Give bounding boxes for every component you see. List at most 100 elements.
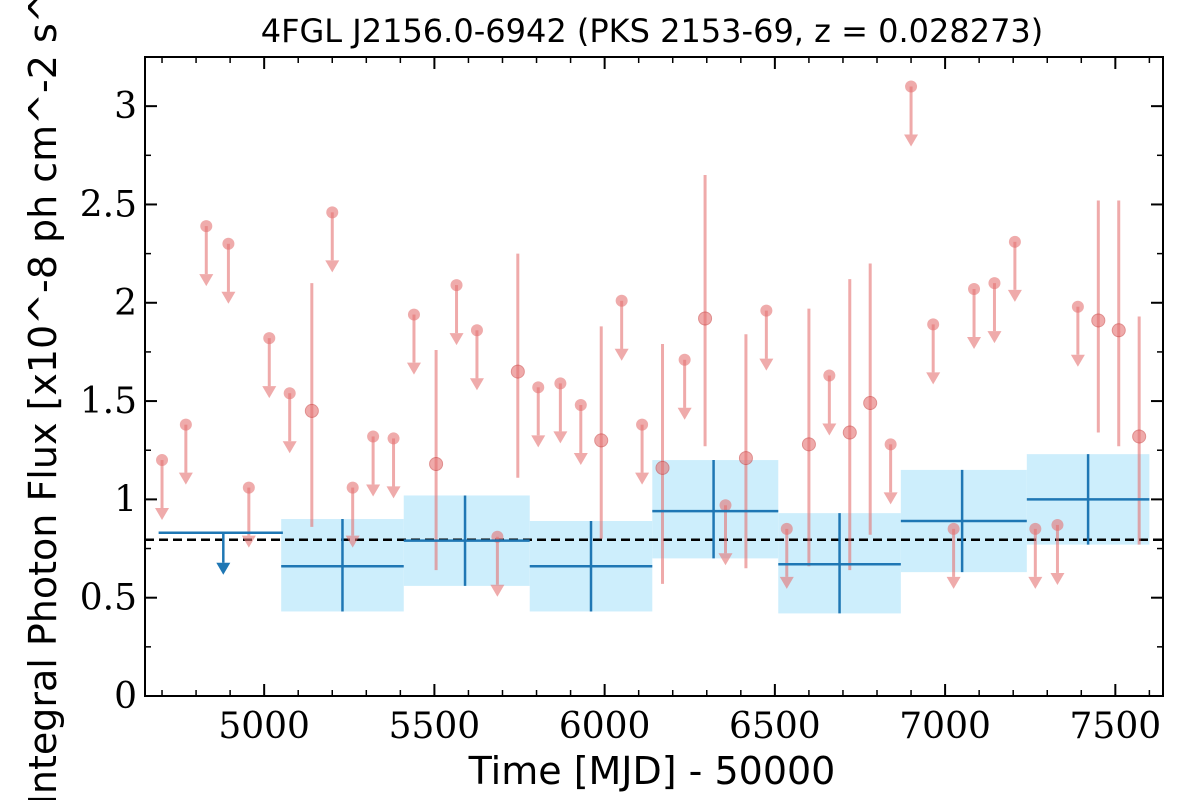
upper-limit-arrow-head [987, 331, 1002, 344]
short-bin-upper-limit-point [905, 80, 918, 93]
short-bin-upper-limit-point [283, 387, 296, 400]
short-bin-upper-limit-point [554, 377, 567, 390]
upper-limit-arrow-head [221, 291, 236, 304]
upper-limit-arrow-head [883, 492, 898, 505]
y-tick-label: 0 [114, 676, 137, 717]
short-bin-upper-limit-point [367, 430, 380, 443]
short-bin-upper-limit-point [968, 283, 981, 296]
upper-limit-arrow-head [779, 576, 794, 589]
upper-limit-arrow-head [155, 508, 170, 521]
upper-limit-arrow-head [677, 407, 692, 420]
short-bin-upper-limit-point [780, 522, 793, 535]
upper-limit-arrow-head [759, 358, 774, 371]
upper-limit-arrow-head [967, 337, 982, 350]
short-bin-upper-limit-point [947, 522, 960, 535]
x-tick-label: 5000 [218, 706, 310, 747]
x-tick-label: 6000 [559, 706, 651, 747]
upper-limit-arrow-head [1050, 572, 1065, 585]
short-bin-upper-limit-point [200, 220, 213, 233]
long-bin-band [652, 460, 779, 559]
y-axis-label: Integral Photon Flux [x10^-8 ph cm^-2 s^… [21, 0, 65, 800]
upper-limit-arrow-head [822, 423, 837, 436]
short-bin-point [655, 460, 670, 475]
short-bin-upper-limit-point [407, 308, 420, 321]
short-bin-point [738, 451, 753, 466]
short-bin-upper-limit-point [450, 279, 463, 292]
y-tick-label: 2 [114, 283, 137, 324]
short-bin-point [801, 437, 816, 452]
long-bin-upper-limit-head [216, 562, 231, 575]
x-tick-label: 7500 [1070, 706, 1162, 747]
short-bin-upper-limit-point [242, 481, 255, 494]
upper-limit-arrow-head [449, 333, 464, 346]
upper-limit-arrow-head [553, 431, 568, 444]
upper-limit-arrow-head [718, 553, 733, 566]
short-bin-point [510, 364, 525, 379]
upper-limit-arrow-head [345, 535, 360, 548]
short-bin-upper-limit-point [179, 418, 192, 431]
x-axis-label: Time [MJD] - 50000 [468, 749, 836, 793]
short-bin-upper-limit-point [615, 294, 628, 307]
short-bin-upper-limit-point [156, 454, 169, 467]
y-tick-label: 2.5 [80, 184, 137, 225]
short-bin-point [304, 403, 319, 418]
short-bin-point [429, 456, 444, 471]
upper-limit-arrow-head [1028, 576, 1043, 589]
upper-limit-arrow-head [946, 576, 961, 589]
short-bin-upper-limit-point [1029, 522, 1042, 535]
short-bin-upper-limit-point [470, 324, 483, 337]
upper-limit-arrow-head [366, 484, 381, 497]
short-bin-point [842, 425, 857, 440]
upper-limit-arrow-head [904, 134, 919, 147]
axes-frame [144, 56, 1164, 697]
upper-limit-arrow-head [1070, 354, 1085, 367]
x-tick-label: 7000 [899, 706, 991, 747]
short-bin-point [1091, 313, 1106, 328]
y-tick-label: 0.5 [80, 578, 137, 619]
short-bin-upper-limit-point [760, 304, 773, 317]
upper-limit-arrow-head [241, 535, 256, 548]
short-bin-upper-limit-point [574, 399, 587, 412]
upper-limit-arrow-head [926, 372, 941, 385]
short-bin-upper-limit-point [263, 332, 276, 345]
upper-limit-arrow-head [635, 472, 650, 485]
upper-limit-arrow-head [386, 486, 401, 499]
short-bin-upper-limit-point [1008, 235, 1021, 248]
short-bin-point [1111, 323, 1126, 338]
short-bin-upper-limit-point [326, 206, 339, 219]
short-bin-upper-limit-point [1071, 300, 1084, 313]
upper-limit-arrow-head [531, 435, 546, 448]
short-bin-upper-limit-point [387, 432, 400, 445]
upper-limit-arrow-head [282, 441, 297, 454]
short-bin-upper-limit-point [988, 277, 1001, 290]
upper-limit-arrow-head [1007, 289, 1022, 302]
x-tick-label: 5500 [389, 706, 481, 747]
short-bin-upper-limit-point [927, 318, 940, 331]
short-bin-upper-limit-point [884, 438, 897, 451]
y-tick-label: 1 [114, 479, 137, 520]
chart-title: 4FGL J2156.0-6942 (PKS 2153-69, z = 0.02… [261, 12, 1044, 50]
upper-limit-arrow-head [178, 472, 193, 485]
upper-limit-arrow-head [262, 386, 277, 399]
y-tick-label: 3 [114, 86, 137, 127]
short-bin-point [1132, 429, 1147, 444]
upper-limit-arrow-head [325, 260, 340, 273]
upper-limit-arrow-head [614, 348, 629, 361]
plot-area: 5000 5500 6000 6500 7000 7500 0 0.5 1 1.5 2 2.5 3 [80, 56, 1164, 747]
upper-limit-arrow-head [406, 362, 421, 375]
short-bin-point [594, 433, 609, 448]
y-tick-label: 1.5 [80, 381, 137, 422]
short-bin-point [863, 396, 878, 411]
short-bin-upper-limit-point [1051, 518, 1064, 531]
short-bin-upper-limit-point [222, 237, 235, 250]
short-bin-upper-limit-point [532, 381, 545, 394]
x-tick-label: 6500 [729, 706, 821, 747]
short-bin-point [698, 311, 713, 326]
upper-limit-arrow-head [573, 453, 588, 466]
short-bin-upper-limit-point [636, 418, 649, 431]
short-bin-upper-limit-point [346, 481, 359, 494]
short-bin-upper-limit-point [823, 369, 836, 382]
upper-limit-arrow-head [490, 584, 505, 597]
upper-limit-arrow-head [199, 274, 214, 287]
